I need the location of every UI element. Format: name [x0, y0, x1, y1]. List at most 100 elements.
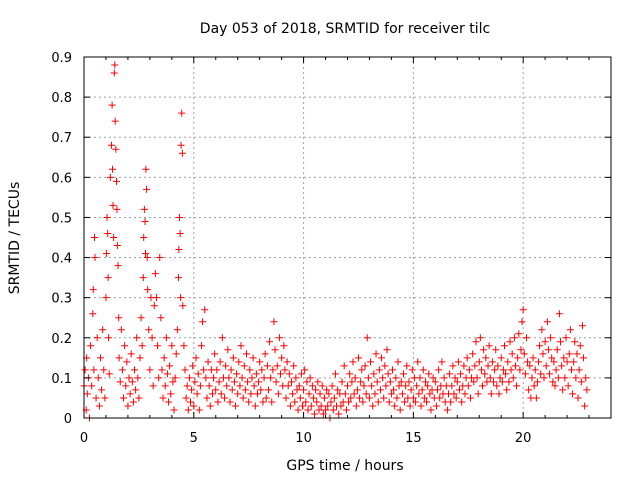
data-point [368, 382, 376, 390]
data-point [155, 374, 163, 382]
data-point [418, 386, 426, 394]
x-tick-label: 15 [405, 431, 422, 446]
data-point [156, 254, 164, 262]
data-point [170, 406, 178, 414]
data-point [268, 398, 276, 406]
data-point [364, 374, 372, 382]
data-point [278, 354, 286, 362]
data-point [491, 366, 499, 374]
data-point [485, 342, 493, 350]
data-point [337, 402, 345, 410]
data-point [536, 342, 544, 350]
data-point [139, 274, 147, 282]
data-point [581, 402, 589, 410]
data-point [282, 394, 290, 402]
data-point [497, 354, 505, 362]
data-point [171, 374, 179, 382]
data-point [329, 406, 337, 414]
data-point [105, 334, 113, 342]
data-point [179, 302, 187, 310]
data-point [133, 334, 141, 342]
data-point [89, 286, 97, 294]
data-point [564, 382, 572, 390]
data-point [232, 402, 240, 410]
data-point [158, 366, 166, 374]
data-point [293, 386, 301, 394]
data-point [398, 390, 406, 398]
data-point [297, 370, 305, 378]
data-point [438, 358, 446, 366]
data-point [561, 374, 569, 382]
data-point [347, 394, 355, 402]
data-point [246, 366, 254, 374]
data-point [312, 386, 320, 394]
data-point [353, 386, 361, 394]
data-point [544, 346, 552, 354]
data-point [190, 402, 198, 410]
data-point [88, 382, 96, 390]
data-point [284, 382, 292, 390]
data-point [573, 350, 581, 358]
data-point [152, 294, 160, 302]
data-point [93, 334, 101, 342]
data-point [486, 374, 494, 382]
data-point [106, 173, 114, 181]
data-point [357, 378, 365, 386]
data-point [210, 374, 218, 382]
data-point [271, 346, 279, 354]
data-point [499, 366, 507, 374]
data-point [528, 374, 536, 382]
data-point [217, 390, 225, 398]
data-point [188, 386, 196, 394]
data-point [472, 338, 480, 346]
data-point [446, 370, 454, 378]
x-tick-label: 20 [515, 431, 532, 446]
data-point [543, 318, 551, 326]
data-point [414, 358, 422, 366]
data-point [222, 362, 230, 370]
data-point [105, 370, 113, 378]
data-point [113, 242, 121, 250]
data-point [318, 382, 326, 390]
data-point [314, 378, 322, 386]
data-point [81, 366, 89, 374]
data-point [466, 394, 474, 402]
data-point [100, 366, 108, 374]
data-point [405, 378, 413, 386]
data-point [239, 394, 247, 402]
data-point [506, 338, 514, 346]
data-point [492, 346, 500, 354]
data-point [221, 394, 229, 402]
data-point [151, 270, 159, 278]
data-point [274, 390, 282, 398]
data-point [251, 402, 259, 410]
data-point [180, 342, 188, 350]
data-point [449, 362, 457, 370]
data-point [583, 386, 591, 394]
data-point [255, 378, 263, 386]
data-point [306, 374, 314, 382]
data-point [359, 398, 367, 406]
data-point [315, 406, 323, 414]
data-point [487, 390, 495, 398]
data-point [390, 386, 398, 394]
data-point [225, 374, 233, 382]
data-point [342, 406, 350, 414]
data-point [576, 342, 584, 350]
data-point [541, 338, 549, 346]
data-point [413, 382, 421, 390]
data-point [501, 342, 509, 350]
data-point [451, 374, 459, 382]
data-point [157, 314, 165, 322]
data-point [215, 378, 223, 386]
data-point [340, 362, 348, 370]
data-point [186, 398, 194, 406]
data-point [423, 398, 431, 406]
data-point [346, 370, 354, 378]
data-point [110, 69, 118, 77]
data-point [505, 378, 513, 386]
data-point [195, 406, 203, 414]
data-point [552, 366, 560, 374]
data-point [145, 326, 153, 334]
data-point [316, 390, 324, 398]
